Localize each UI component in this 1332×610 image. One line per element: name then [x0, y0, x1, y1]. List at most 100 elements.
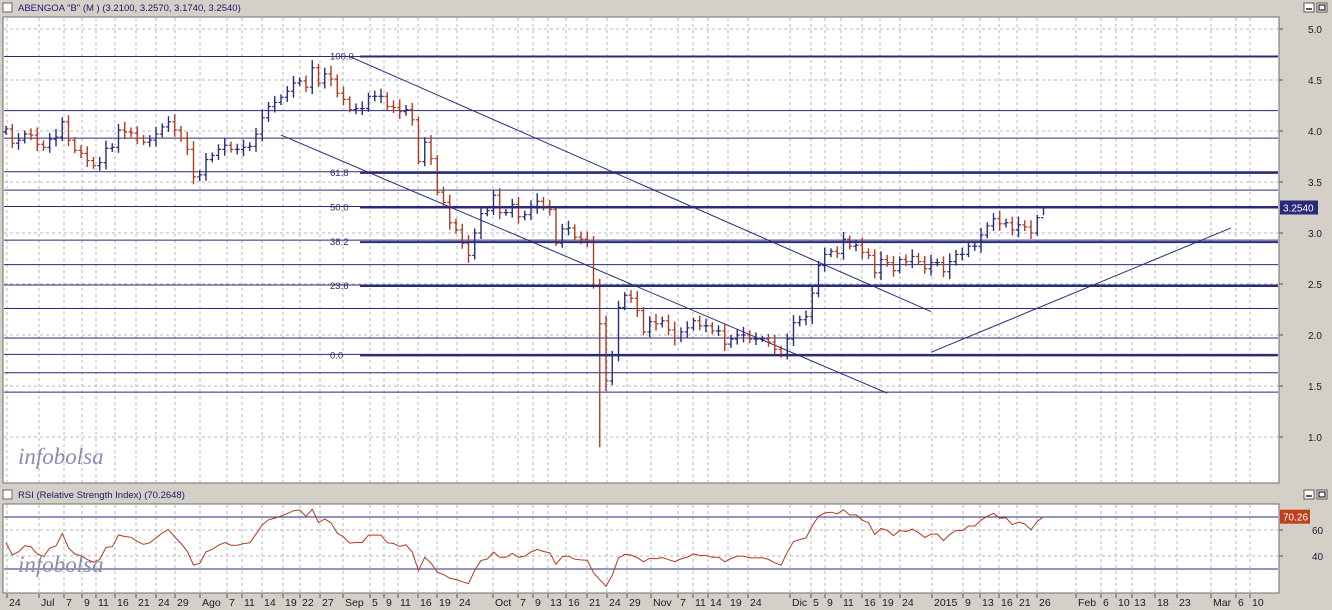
x-tick-label: 24 [9, 597, 21, 609]
x-tick-label: Feb [1078, 597, 1096, 609]
watermark-rsi-info: info [18, 552, 54, 577]
fibonacci-label: 23.6 [330, 281, 349, 292]
x-tick-label: 7 [680, 597, 686, 609]
x-tick-label: 23 [1179, 597, 1191, 609]
x-tick-label: 9 [535, 597, 541, 609]
x-tick-label: 24 [158, 597, 170, 609]
svg-text:3.2540: 3.2540 [1283, 204, 1314, 215]
x-tick-label: Mar [1213, 597, 1232, 609]
price-bars [3, 60, 1046, 448]
y-tick-label: 1.5 [1308, 382, 1322, 393]
last-price-tag: 3.2540 [1280, 200, 1318, 215]
rsi-last-value-tag: 70.26 [1280, 509, 1310, 524]
x-tick-label: 13 [1134, 597, 1146, 609]
x-tick-label: Nov [653, 597, 672, 609]
y-tick-label: 5.0 [1308, 25, 1322, 36]
rsi-axis: 60 40 [1279, 526, 1324, 563]
x-tick-label: 24 [459, 597, 471, 609]
price-axis: 5.0 4.5 4.0 3.5 3.0 2.5 2.0 1.5 1.0 [1279, 25, 1322, 444]
x-tick-label: 24 [902, 597, 914, 609]
y-tick-label: 4.0 [1308, 127, 1322, 138]
x-tick-label: 19 [882, 597, 894, 609]
main-minimize-button[interactable] [1303, 2, 1315, 13]
x-tick-label: 11 [400, 597, 411, 609]
x-tick-label: 24 [750, 597, 762, 609]
x-tick-label: 16 [864, 597, 876, 609]
x-tick-label: 6 [1103, 597, 1109, 609]
trendlines [280, 56, 1232, 394]
x-tick-label: 9 [386, 597, 392, 609]
x-tick-label: 16 [1001, 597, 1013, 609]
y-tick-label: 1.0 [1308, 433, 1322, 444]
trendline [930, 227, 1232, 353]
rsi-tick-label: 40 [1312, 552, 1324, 563]
x-tick-label: 2015 [934, 597, 958, 609]
x-tick-label: 9 [827, 597, 833, 609]
x-tick-label: 11 [244, 597, 255, 609]
x-tick-label: 24 [609, 597, 621, 609]
main-title: ABENGOA "B" (M ) (3.2100, 3.2570, 3.1740… [18, 3, 241, 14]
trendline [349, 56, 932, 312]
x-tick-label: 7 [229, 597, 235, 609]
x-tick-label: 5 [372, 597, 378, 609]
x-tick-label: Dic [792, 597, 807, 609]
x-tick-label: 10 [1252, 597, 1264, 609]
x-tick-label: 13 [550, 597, 562, 609]
rsi-grid [4, 505, 1278, 592]
x-tick-label: 29 [177, 597, 189, 609]
watermark-main: infobolsa [18, 444, 104, 469]
x-tick-label: Sep [345, 597, 364, 609]
x-tick-label: 14 [264, 597, 276, 609]
x-tick-label: 21 [1019, 597, 1031, 609]
x-tick-label: 19 [439, 597, 451, 609]
rsi-minimize-button[interactable] [1303, 489, 1315, 500]
rsi-title: RSI (Relative Strength Index) (70.2648) [18, 490, 185, 501]
x-tick-label: 14 [710, 597, 722, 609]
x-tick-label: 21 [138, 597, 150, 609]
x-tick-label: Jul [41, 597, 54, 609]
x-tick-label: 18 [1157, 597, 1169, 609]
x-tick-label: 11 [695, 597, 706, 609]
y-tick-label: 2.0 [1308, 331, 1322, 342]
y-tick-label: 3.5 [1308, 178, 1322, 189]
main-maximize-button[interactable] [1316, 2, 1328, 13]
x-tick-label: 10 [1118, 597, 1130, 609]
rsi-title-icon [2, 489, 13, 500]
date-axis: 24 Jul 7 9 11 16 21 24 29 Ago 7 11 14 19 22 27 Sep 5 9 11 16… [6, 594, 1264, 609]
fibonacci-label: 100.0 [330, 52, 354, 63]
watermark-rsi: infobolsa [18, 552, 104, 577]
rsi-title-bar [0, 487, 1332, 502]
title-bar-icon [2, 2, 13, 13]
main-title-bar [0, 0, 1332, 15]
rsi-line [5, 508, 1044, 588]
x-tick-label: Oct [495, 597, 511, 609]
x-tick-label: 11 [98, 597, 109, 609]
y-tick-label: 2.5 [1308, 280, 1322, 291]
x-tick-label: 21 [589, 597, 601, 609]
svg-text:70.26: 70.26 [1283, 513, 1308, 524]
fibonacci-label: 38.2 [330, 237, 349, 248]
rsi-maximize-button[interactable] [1316, 489, 1328, 500]
watermark-main-info: info [18, 444, 54, 469]
x-tick-label: 27 [322, 597, 334, 609]
x-tick-label: 19 [730, 597, 742, 609]
trendline [280, 134, 888, 394]
fibonacci-label: 50.0 [330, 203, 349, 214]
x-tick-label: 29 [629, 597, 641, 609]
rsi-reference-lines [4, 516, 1278, 570]
y-tick-label: 4.5 [1308, 76, 1322, 87]
x-tick-label: 22 [302, 597, 314, 609]
x-tick-label: 11 [843, 597, 854, 609]
main-plot-area [2, 16, 1280, 484]
rsi-tick-label: 60 [1312, 526, 1324, 537]
x-tick-label: 16 [568, 597, 580, 609]
x-tick-label: 26 [1039, 597, 1051, 609]
x-tick-label: 7 [66, 597, 72, 609]
rsi-plot-area [2, 503, 1280, 594]
watermark-main-bolsa: bolsa [54, 444, 104, 469]
horizontal-lines [4, 56, 1278, 393]
x-tick-label: 9 [965, 597, 971, 609]
watermark-rsi-bolsa: bolsa [54, 552, 104, 577]
fibonacci-label: 0.0 [330, 350, 343, 361]
